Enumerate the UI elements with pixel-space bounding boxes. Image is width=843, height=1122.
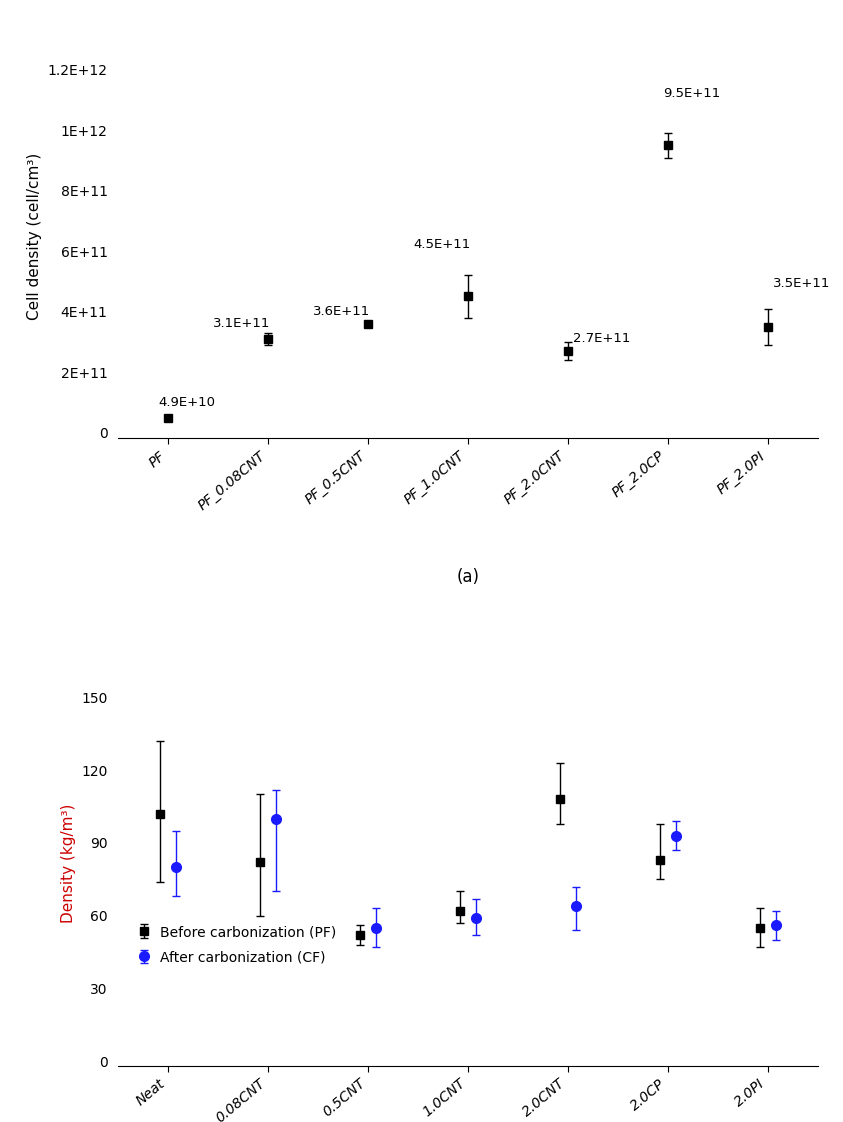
Text: 4.9E+10: 4.9E+10 xyxy=(158,396,215,408)
Text: (a): (a) xyxy=(456,568,480,586)
Text: 3.5E+11: 3.5E+11 xyxy=(773,277,830,291)
Y-axis label: Density (kg/m³): Density (kg/m³) xyxy=(61,803,76,923)
Text: 3.1E+11: 3.1E+11 xyxy=(213,316,271,330)
Legend: Before carbonization (PF), After carbonization (CF): Before carbonization (PF), After carboni… xyxy=(132,920,341,969)
Text: 9.5E+11: 9.5E+11 xyxy=(663,88,720,100)
Text: 3.6E+11: 3.6E+11 xyxy=(313,305,370,318)
Text: 4.5E+11: 4.5E+11 xyxy=(413,238,470,251)
Text: 2.7E+11: 2.7E+11 xyxy=(572,332,631,344)
Y-axis label: Cell density (cell/cm³): Cell density (cell/cm³) xyxy=(27,153,42,320)
